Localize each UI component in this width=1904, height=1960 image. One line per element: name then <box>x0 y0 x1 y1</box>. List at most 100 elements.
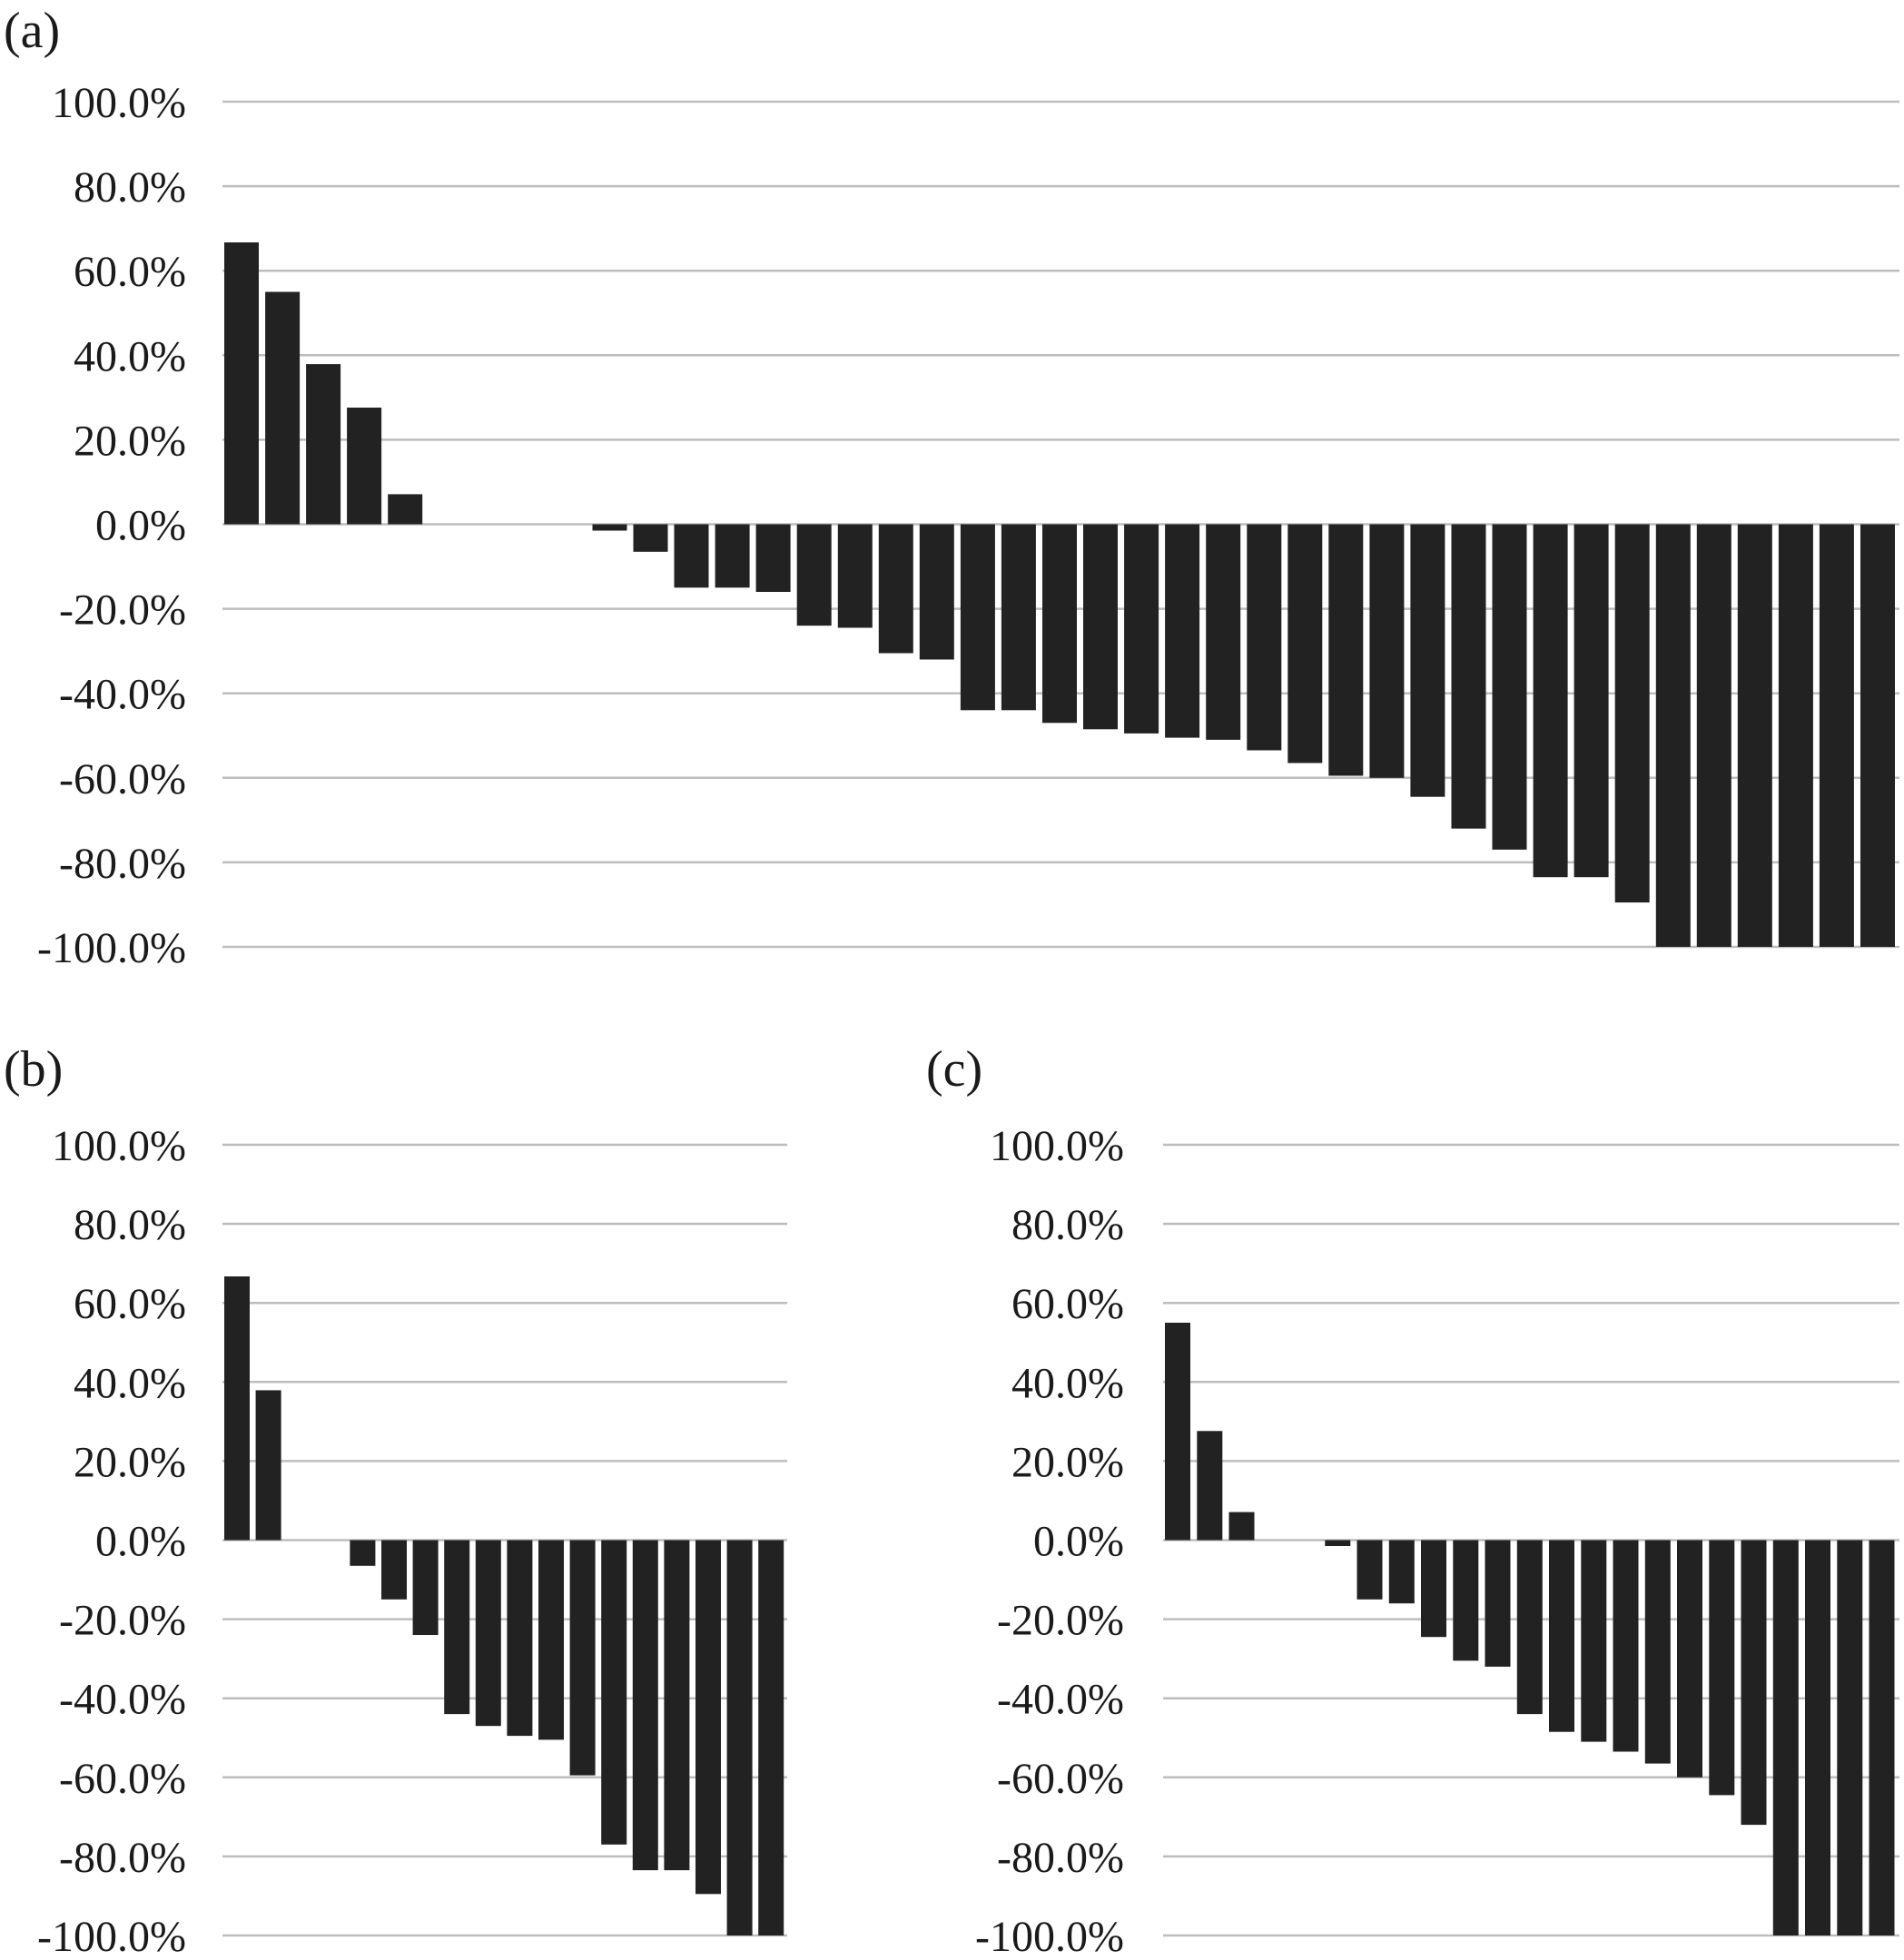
bar <box>592 524 627 531</box>
bar <box>715 524 750 588</box>
bar <box>1369 524 1405 778</box>
bar <box>265 291 301 525</box>
y-tick-label: -60.0% <box>59 1755 186 1803</box>
bar <box>412 1540 439 1635</box>
bar <box>1644 1540 1671 1764</box>
bar <box>1533 524 1568 878</box>
y-tick-label: 0.0% <box>1033 1518 1124 1566</box>
y-tick-label: -40.0% <box>59 1676 186 1724</box>
bar <box>255 1390 281 1541</box>
bar <box>1805 1540 1830 1935</box>
bar <box>1655 524 1691 947</box>
bar <box>1741 1540 1767 1826</box>
panel-label-c: (c) <box>926 1041 982 1098</box>
bar <box>388 494 423 525</box>
y-tick-label: 80.0% <box>74 1201 186 1249</box>
y-tick-label: -80.0% <box>59 840 186 888</box>
y-tick-label: 100.0% <box>990 1122 1124 1170</box>
y-tick-label: -20.0% <box>59 586 186 635</box>
bar <box>569 1540 596 1776</box>
bar <box>224 242 259 525</box>
bar <box>878 524 913 654</box>
y-tick-label: 20.0% <box>74 417 186 465</box>
bar <box>1228 1512 1255 1541</box>
y-tick-label: -20.0% <box>997 1597 1124 1645</box>
bar <box>919 524 954 660</box>
bar <box>664 1540 690 1871</box>
bar <box>1737 524 1772 947</box>
bar <box>1709 1540 1735 1796</box>
bar <box>1696 524 1731 947</box>
bar <box>1772 1540 1799 1935</box>
bar <box>1206 524 1241 740</box>
bar <box>1421 1540 1446 1638</box>
bar <box>475 1540 501 1727</box>
bar <box>1492 524 1527 850</box>
bar <box>1516 1540 1543 1715</box>
y-tick-label: -100.0% <box>37 1913 186 1960</box>
y-tick-label: 80.0% <box>1011 1201 1124 1249</box>
bar <box>1165 1323 1190 1541</box>
bar <box>1124 524 1159 734</box>
bar <box>632 1540 658 1871</box>
bar <box>1778 524 1813 947</box>
chart-panel-a: (a) 100.0% 80.0% 60.0% 40.0% 20.0% 0.0% -20.0%… <box>4 3 1899 972</box>
y-tick-label: 20.0% <box>1011 1438 1124 1486</box>
y-tick-label: 20.0% <box>74 1438 186 1486</box>
panel-label-b: (b) <box>4 1041 63 1098</box>
bar <box>601 1540 627 1845</box>
bar <box>960 524 995 711</box>
bar <box>1356 1540 1383 1600</box>
bar <box>1869 1540 1895 1935</box>
bar <box>1165 524 1200 738</box>
bar <box>1287 524 1323 763</box>
y-tick-label: -80.0% <box>997 1834 1124 1882</box>
bar <box>224 1276 250 1541</box>
y-tick-label: 100.0% <box>52 1122 186 1170</box>
chart-panel-b: (b) 100.0% 80.0% 60.0% 40.0% 20.0% 0.0% -20.0%… <box>4 1041 787 1960</box>
bar <box>1485 1540 1511 1667</box>
bar <box>1197 1431 1223 1541</box>
y-tick-label: 40.0% <box>1011 1359 1124 1407</box>
bar <box>837 524 873 628</box>
y-tick-label: -60.0% <box>997 1755 1124 1803</box>
bar <box>674 524 709 588</box>
bar <box>1083 524 1118 730</box>
bar <box>1837 1540 1863 1935</box>
y-tick-label: 80.0% <box>74 163 186 212</box>
y-tick-label: 60.0% <box>74 248 186 296</box>
bar <box>1451 524 1486 829</box>
bar <box>1001 524 1036 711</box>
y-tick-label: -40.0% <box>997 1676 1124 1724</box>
y-tick-label: 40.0% <box>74 1359 186 1407</box>
panel-label-a: (a) <box>4 3 60 59</box>
bar <box>758 1540 784 1935</box>
bar <box>1581 1540 1607 1742</box>
bar <box>1410 524 1445 797</box>
y-tick-label: 60.0% <box>1011 1280 1124 1328</box>
bar <box>350 1540 376 1566</box>
bar <box>1453 1540 1479 1661</box>
y-tick-label: 60.0% <box>74 1280 186 1328</box>
bar <box>1574 524 1609 878</box>
y-tick-label: -100.0% <box>37 924 186 972</box>
bar <box>538 1540 564 1740</box>
bar <box>726 1540 753 1935</box>
bar <box>633 524 668 552</box>
y-tick-label: -80.0% <box>59 1834 186 1882</box>
bar <box>1328 524 1364 776</box>
bar <box>1613 1540 1639 1752</box>
bar <box>306 364 341 525</box>
chart-panel-c: (c) 100.0% 80.0% 60.0% 40.0% 20.0% 0.0% -20.0%… <box>926 1041 1899 1960</box>
y-tick-label: -60.0% <box>59 755 186 803</box>
bar <box>755 524 791 592</box>
bar <box>381 1540 407 1600</box>
bar <box>1819 524 1854 947</box>
bar <box>696 1540 721 1895</box>
bar <box>347 408 382 525</box>
bar <box>796 524 832 626</box>
bar <box>1325 1540 1351 1546</box>
y-tick-label: 0.0% <box>95 502 186 550</box>
bar <box>1614 524 1650 903</box>
